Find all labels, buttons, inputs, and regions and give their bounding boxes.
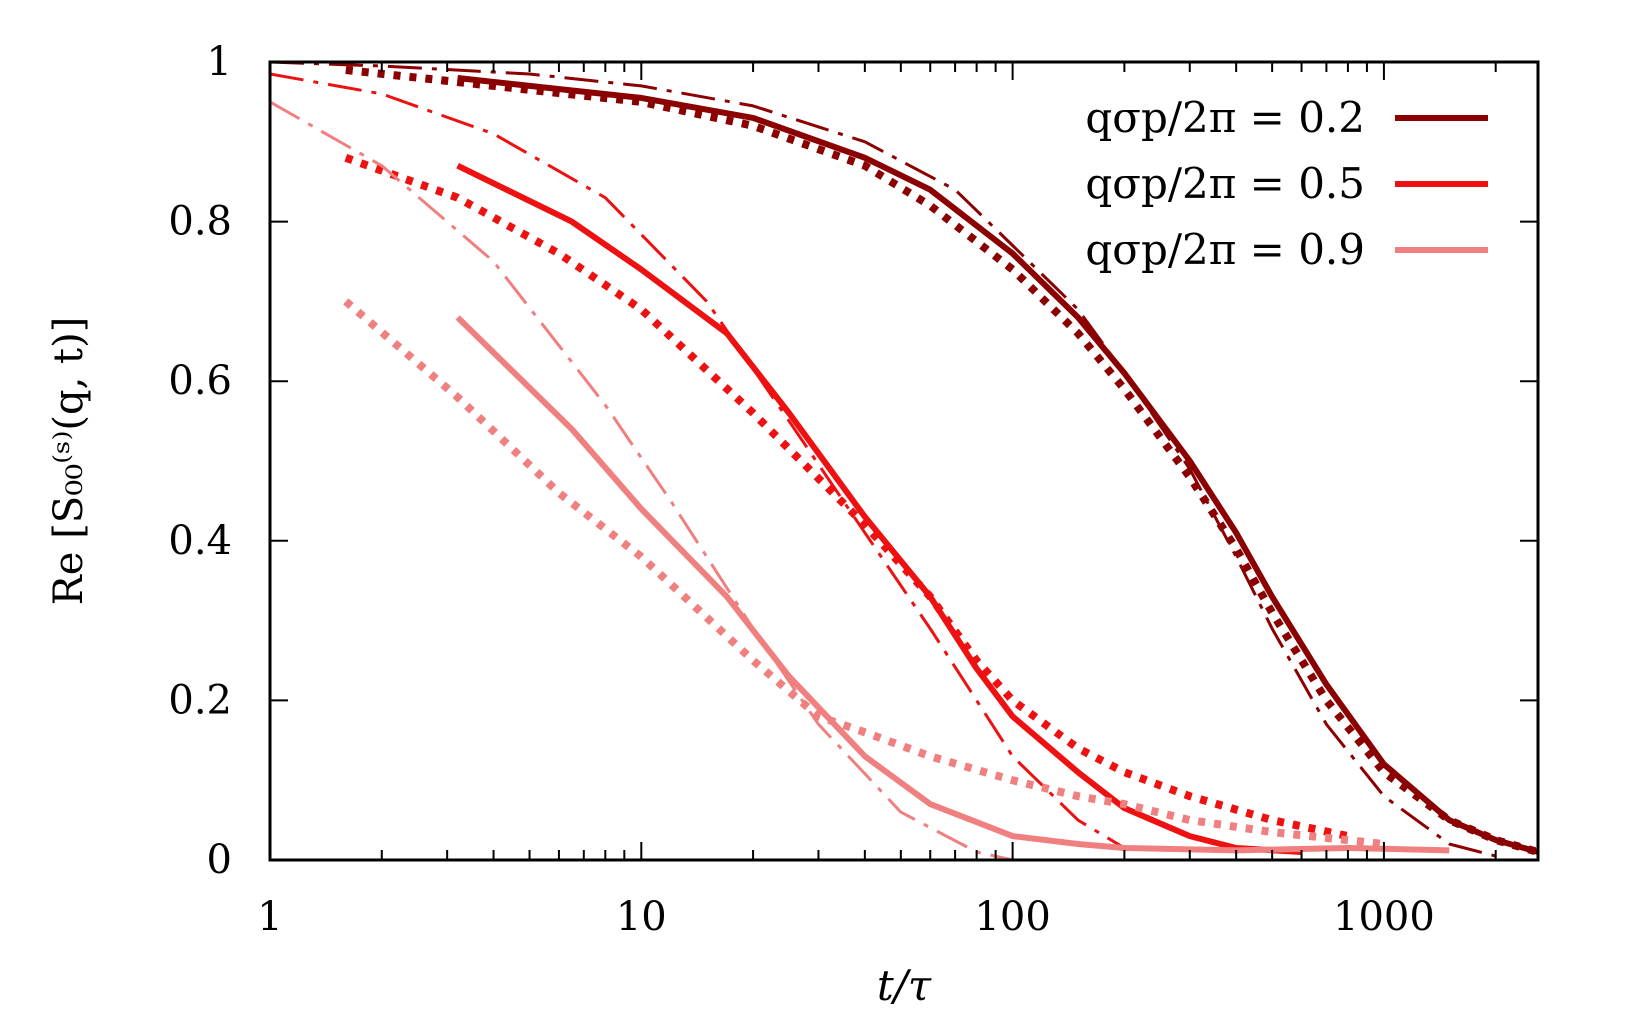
x-tick-label: 10 [616,894,667,940]
legend: qσp/2π = 0.2 qσp/2π = 0.5 qσp/2π = 0.9 [1085,93,1488,274]
series-line [343,298,1385,848]
x-tick-label: 1 [257,894,282,940]
series-line [455,315,1450,854]
x-tick-label: 1000 [1333,894,1435,940]
y-tick-label: 0 [207,837,232,883]
tick-labels: 1 10 100 1000 0 0.2 0.4 0.6 0.8 1 [168,39,1434,940]
y-tick-label: 0.4 [168,518,232,564]
plot-frame [268,60,1540,862]
y-tick-label: 0.2 [168,677,232,723]
legend-label: qσp/2π = 0.5 [1085,159,1365,208]
legend-label: qσp/2π = 0.9 [1085,225,1365,274]
y-tick-label: 0.6 [168,358,232,404]
ticks [269,61,1538,861]
x-tick-label: 100 [974,894,1050,940]
legend-label: qσp/2π = 0.2 [1085,93,1365,142]
y-tick-label: 1 [207,39,232,85]
y-axis-label: Re [S₀₀⁽ˢ⁾(q, t)] [46,317,92,606]
x-axis-label: t/τ [877,961,932,1010]
series-line [270,72,1126,850]
y-tick-label: 0.8 [168,199,232,245]
series-line [345,66,1538,856]
series-line [270,100,1013,860]
